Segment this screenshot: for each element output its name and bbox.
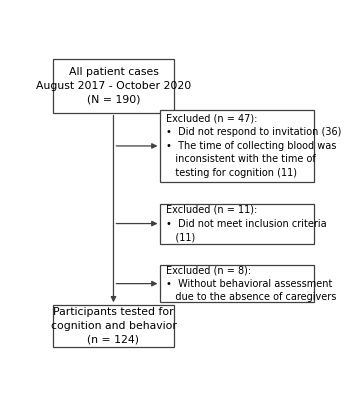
Text: All patient cases
August 2017 - October 2020
(N = 190): All patient cases August 2017 - October … [36, 67, 191, 104]
FancyBboxPatch shape [160, 110, 314, 182]
Text: Participants tested for
cognition and behavior
(n = 124): Participants tested for cognition and be… [51, 307, 177, 344]
FancyBboxPatch shape [160, 265, 314, 302]
FancyBboxPatch shape [53, 305, 174, 347]
FancyBboxPatch shape [53, 59, 174, 113]
Text: Excluded (n = 11):
•  Did not meet inclusion criteria
   (11): Excluded (n = 11): • Did not meet inclus… [166, 205, 326, 242]
Text: Excluded (n = 8):
•  Without behavioral assessment
   due to the absence of care: Excluded (n = 8): • Without behavioral a… [166, 265, 336, 302]
FancyBboxPatch shape [160, 204, 314, 244]
Text: Excluded (n = 47):
•  Did not respond to invitation (36)
•  The time of collecti: Excluded (n = 47): • Did not respond to … [166, 114, 341, 178]
